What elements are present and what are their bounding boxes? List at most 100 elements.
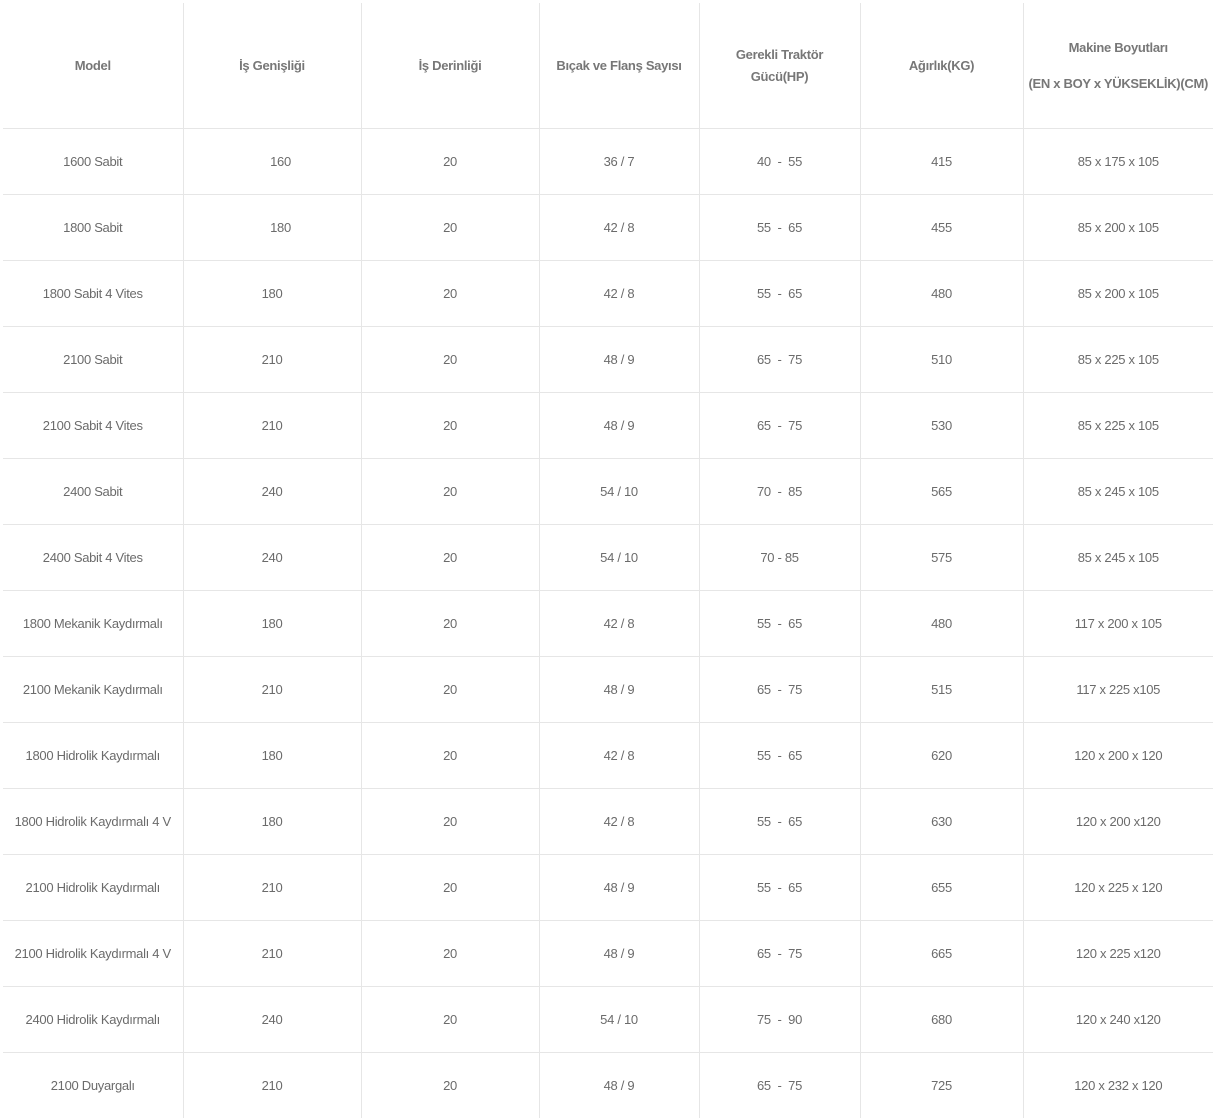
cell-depth: 20 <box>361 459 539 525</box>
cell-model: 2400 Sabit 4 Vites <box>3 525 183 591</box>
cell-weight: 515 <box>860 657 1023 723</box>
cell-blades-flanges: 42 / 8 <box>539 591 699 657</box>
cell-weight: 575 <box>860 525 1023 591</box>
cell-tractor-power: 75 - 90 <box>699 987 860 1053</box>
cell-blades-flanges: 54 / 10 <box>539 525 699 591</box>
cell-dimensions: 85 x 225 x 105 <box>1023 327 1213 393</box>
cell-tractor-power: 55 - 65 <box>699 195 860 261</box>
cell-weight: 655 <box>860 855 1023 921</box>
cell-width: 210 <box>183 855 361 921</box>
cell-weight: 665 <box>860 921 1023 987</box>
cell-blades-flanges: 36 / 7 <box>539 129 699 195</box>
cell-blades-flanges: 48 / 9 <box>539 657 699 723</box>
cell-model: 1800 Sabit 4 Vites <box>3 261 183 327</box>
cell-blades-flanges: 42 / 8 <box>539 723 699 789</box>
cell-blades-flanges: 48 / 9 <box>539 393 699 459</box>
cell-weight: 630 <box>860 789 1023 855</box>
cell-tractor-power: 55 - 65 <box>699 855 860 921</box>
cell-depth: 20 <box>361 855 539 921</box>
header-width: İş Genişliği <box>183 3 361 129</box>
cell-dimensions: 120 x 200 x120 <box>1023 789 1213 855</box>
cell-tractor-power: 55 - 65 <box>699 261 860 327</box>
cell-depth: 20 <box>361 327 539 393</box>
cell-dimensions: 85 x 225 x 105 <box>1023 393 1213 459</box>
cell-tractor-power: 65 - 75 <box>699 393 860 459</box>
cell-depth: 20 <box>361 525 539 591</box>
cell-width: 210 <box>183 327 361 393</box>
header-label: Model <box>75 58 111 73</box>
cell-weight: 680 <box>860 987 1023 1053</box>
cell-depth: 20 <box>361 261 539 327</box>
cell-width: 240 <box>183 987 361 1053</box>
cell-dimensions: 120 x 225 x120 <box>1023 921 1213 987</box>
cell-blades-flanges: 42 / 8 <box>539 789 699 855</box>
cell-weight: 455 <box>860 195 1023 261</box>
cell-width: 210 <box>183 393 361 459</box>
cell-depth: 20 <box>361 393 539 459</box>
header-label: Ağırlık(KG) <box>909 58 974 73</box>
header-depth: İş Derinliği <box>361 3 539 129</box>
cell-tractor-power: 65 - 75 <box>699 657 860 723</box>
cell-width: 180 <box>183 195 361 261</box>
cell-weight: 620 <box>860 723 1023 789</box>
cell-blades-flanges: 54 / 10 <box>539 987 699 1053</box>
cell-width: 240 <box>183 459 361 525</box>
cell-tractor-power: 55 - 65 <box>699 591 860 657</box>
cell-width: 180 <box>183 261 361 327</box>
cell-model: 2400 Sabit <box>3 459 183 525</box>
cell-depth: 20 <box>361 1053 539 1118</box>
cell-dimensions: 85 x 200 x 105 <box>1023 195 1213 261</box>
cell-depth: 20 <box>361 987 539 1053</box>
header-model: Model <box>3 3 183 129</box>
header-label: İş Genişliği <box>239 58 305 73</box>
cell-blades-flanges: 42 / 8 <box>539 261 699 327</box>
cell-depth: 20 <box>361 129 539 195</box>
cell-tractor-power: 55 - 65 <box>699 723 860 789</box>
cell-weight: 565 <box>860 459 1023 525</box>
cell-model: 2100 Hidrolik Kaydırmalı <box>3 855 183 921</box>
cell-model: 2100 Hidrolik Kaydırmalı 4 V <box>3 921 183 987</box>
cell-depth: 20 <box>361 723 539 789</box>
cell-width: 210 <box>183 921 361 987</box>
cell-tractor-power: 70 - 85 <box>699 459 860 525</box>
cell-width: 240 <box>183 525 361 591</box>
cell-depth: 20 <box>361 921 539 987</box>
cell-model: 2100 Sabit <box>3 327 183 393</box>
cell-model: 2100 Mekanik Kaydırmalı <box>3 657 183 723</box>
cell-tractor-power: 65 - 75 <box>699 921 860 987</box>
header-label: İş Derinliği <box>419 58 482 73</box>
cell-model: 1800 Hidrolik Kaydırmalı 4 V <box>3 789 183 855</box>
header-blades-flanges: Bıçak ve Flanş Sayısı <box>539 3 699 129</box>
cell-depth: 20 <box>361 591 539 657</box>
cell-dimensions: 85 x 245 x 105 <box>1023 525 1213 591</box>
header-sublabel: (EN x BOY x YÜKSEKLİK)(CM) <box>1025 73 1213 95</box>
header-dimensions: Makine Boyutları(EN x BOY x YÜKSEKLİK)(C… <box>1023 3 1213 129</box>
cell-weight: 530 <box>860 393 1023 459</box>
cell-model: 1600 Sabit <box>3 129 183 195</box>
cell-blades-flanges: 42 / 8 <box>539 195 699 261</box>
cell-dimensions: 85 x 200 x 105 <box>1023 261 1213 327</box>
cell-depth: 20 <box>361 789 539 855</box>
cell-width: 210 <box>183 1053 361 1118</box>
cell-width: 180 <box>183 789 361 855</box>
cell-blades-flanges: 48 / 9 <box>539 855 699 921</box>
header-label: Bıçak ve Flanş Sayısı <box>556 58 681 73</box>
header-weight: Ağırlık(KG) <box>860 3 1023 129</box>
cell-tractor-power: 65 - 75 <box>699 1053 860 1118</box>
cell-weight: 480 <box>860 591 1023 657</box>
cell-width: 180 <box>183 723 361 789</box>
